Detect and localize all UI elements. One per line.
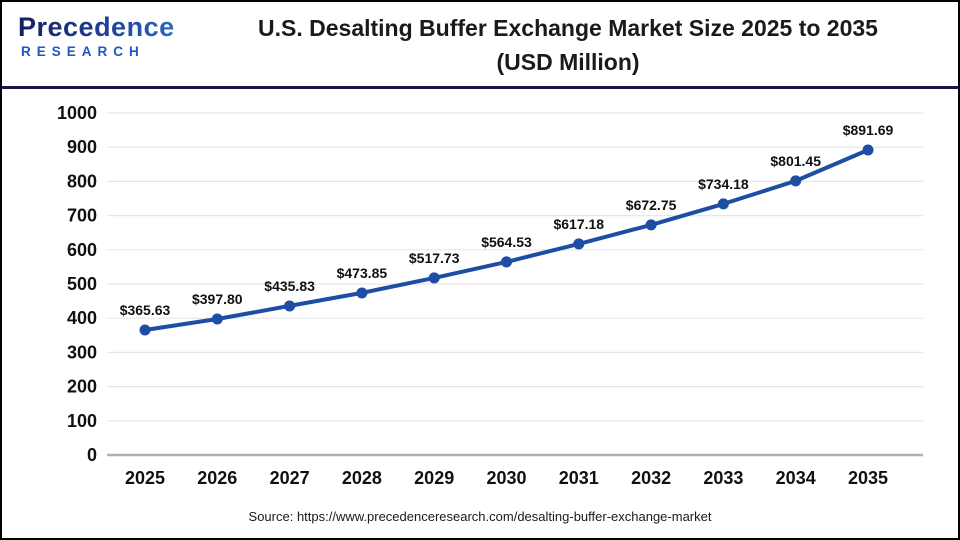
chart-title-line1: U.S. Desalting Buffer Exchange Market Si… (258, 15, 878, 41)
data-point-marker (717, 198, 729, 210)
data-point-label: $734.18 (698, 176, 749, 192)
x-tick-label: 2031 (559, 468, 599, 488)
x-tick-label: 2033 (703, 468, 743, 488)
y-tick-label: 200 (67, 377, 97, 397)
chart-area: 0 100 200 300 400 500 600 700 800 900 1000 2025 2026… (2, 89, 958, 501)
y-tick-label: 300 (67, 342, 97, 362)
x-tick-label: 2029 (414, 468, 454, 488)
data-point-label: $435.83 (264, 278, 315, 294)
data-point-marker (573, 238, 585, 250)
y-tick-label: 400 (67, 308, 97, 328)
x-tick-label: 2034 (776, 468, 816, 488)
data-point-label: $365.63 (120, 302, 171, 318)
source-line: Source: https://www.precedenceresearch.c… (248, 509, 712, 524)
x-tick-label: 2030 (486, 468, 526, 488)
logo-research-text: RESEARCH (21, 44, 145, 59)
x-tick-label: 2035 (848, 468, 888, 488)
data-point-marker (862, 144, 874, 156)
y-tick-label: 800 (67, 171, 97, 191)
data-point-label: $473.85 (337, 265, 388, 281)
x-tick-label: 2028 (342, 468, 382, 488)
data-point-marker (211, 313, 223, 325)
y-tick-label: 100 (67, 411, 97, 431)
x-tick-label: 2026 (197, 468, 237, 488)
x-tick-label: 2027 (270, 468, 310, 488)
y-tick-label: 900 (67, 137, 97, 157)
y-tick-label: 0 (87, 445, 97, 465)
x-tick-label: 2032 (631, 468, 671, 488)
header: Precedence RESEARCH U.S. Desalting Buffe… (2, 2, 958, 89)
data-point-marker (284, 300, 296, 312)
data-point-marker (428, 272, 440, 284)
x-tick-label: 2025 (125, 468, 165, 488)
logo-brand-text: Precedence (18, 14, 208, 41)
data-point-label: $672.75 (626, 197, 677, 213)
y-tick-label: 500 (67, 274, 97, 294)
data-point-label: $564.53 (481, 234, 532, 250)
y-tick-label: 1000 (57, 103, 97, 123)
data-point-marker (501, 256, 512, 268)
data-point-label: $617.18 (553, 216, 604, 232)
data-point-marker (356, 287, 368, 299)
data-point-label: $891.69 (843, 122, 894, 138)
line-chart-svg: 0 100 200 300 400 500 600 700 800 900 1000 2025 2026… (57, 103, 923, 488)
y-tick-label: 700 (67, 206, 97, 226)
precedence-research-logo: Precedence RESEARCH (2, 2, 208, 59)
data-point-label: $517.73 (409, 250, 460, 266)
data-point-marker (139, 324, 151, 336)
data-point-label: $801.45 (770, 153, 821, 169)
chart-title: U.S. Desalting Buffer Exchange Market Si… (208, 2, 958, 79)
data-point-label: $397.80 (192, 291, 243, 307)
chart-title-line2: (USD Million) (496, 49, 640, 75)
data-point-marker (645, 219, 657, 231)
y-tick-label: 600 (67, 240, 97, 260)
data-point-marker (790, 175, 802, 187)
